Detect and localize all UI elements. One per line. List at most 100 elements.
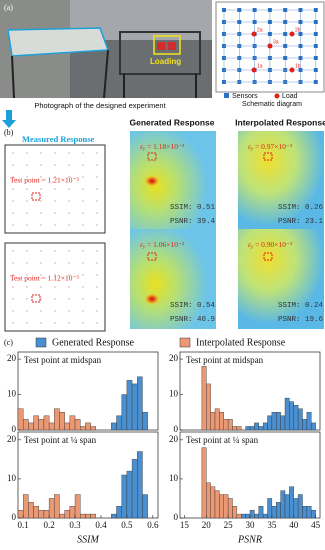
strain-label: εy = 1.18×10⁻³ bbox=[140, 142, 185, 152]
y-tick-label: 20 bbox=[169, 434, 179, 444]
test-point-marker bbox=[31, 192, 41, 201]
histogram-bar bbox=[284, 397, 290, 431]
histogram-bar bbox=[80, 513, 86, 519]
sensor-dot bbox=[82, 250, 84, 252]
x-tick-label: 0.2 bbox=[43, 520, 54, 530]
sensor-dot bbox=[82, 298, 84, 300]
x-tick-label: 0.1 bbox=[18, 520, 29, 530]
sensor bbox=[222, 8, 226, 12]
legend-swatch bbox=[35, 337, 47, 348]
sensor bbox=[298, 68, 303, 72]
interpolated-map bbox=[238, 229, 324, 329]
strain-label: εy = 1.06×10⁻³ bbox=[140, 240, 185, 250]
legend-label: Sensors bbox=[232, 93, 258, 100]
histogram-bar bbox=[210, 486, 216, 519]
sensor-dot bbox=[96, 274, 98, 276]
sensor-dot bbox=[68, 322, 70, 324]
strain-value: = 0.97×10⁻³ bbox=[253, 142, 293, 151]
psnr-label: PSNR: 39.4 bbox=[170, 218, 216, 226]
chart-title: Test point at midspan bbox=[186, 355, 264, 365]
histogram-bar bbox=[249, 426, 255, 431]
sensor bbox=[267, 32, 272, 36]
sensor-dot bbox=[68, 274, 70, 276]
legend-swatch bbox=[179, 337, 191, 348]
sensor bbox=[283, 20, 288, 24]
sensor-dot bbox=[82, 274, 84, 276]
sensor-dot bbox=[26, 224, 28, 226]
strain-subscript: y bbox=[142, 147, 146, 152]
histogram-bar bbox=[219, 494, 224, 519]
histogram-bar bbox=[111, 513, 117, 519]
x-tick-label: 25 bbox=[224, 520, 234, 530]
sensor-dot bbox=[68, 262, 70, 264]
histogram-bar bbox=[276, 502, 281, 519]
histogram-bar bbox=[311, 422, 316, 431]
sensor-dot bbox=[40, 176, 42, 178]
sensor-dot bbox=[12, 152, 14, 154]
histogram-bar bbox=[241, 513, 246, 519]
y-tick-label: 0 bbox=[174, 512, 179, 522]
sensor-dot bbox=[12, 188, 14, 190]
histogram-bar bbox=[137, 376, 143, 431]
panel-label: (b) bbox=[4, 128, 14, 137]
column-header: Generated Response bbox=[129, 117, 214, 127]
x-tick-label: 40 bbox=[289, 520, 299, 530]
histogram-bar bbox=[206, 383, 211, 431]
histogram-bar bbox=[121, 394, 128, 431]
histogram-bar bbox=[236, 513, 242, 519]
histogram-bar bbox=[302, 419, 308, 431]
histogram-bar bbox=[306, 412, 312, 431]
sensor-dot bbox=[68, 250, 70, 252]
histogram-bar bbox=[284, 494, 290, 519]
histogram-bar bbox=[126, 470, 133, 519]
sensor-dot bbox=[82, 322, 84, 324]
x-tick-label: 30 bbox=[246, 520, 256, 530]
sensor bbox=[313, 68, 318, 72]
sensor-dot bbox=[96, 286, 98, 288]
histogram-bar bbox=[297, 408, 303, 431]
histogram-bar bbox=[227, 419, 233, 431]
photo bbox=[0, 0, 212, 99]
legend-label: Interpolated Response bbox=[196, 337, 286, 348]
sensor-dot bbox=[54, 224, 56, 226]
sensor-dot bbox=[82, 152, 84, 154]
sensor-dot bbox=[12, 200, 14, 202]
sensor-dot bbox=[82, 200, 84, 202]
sensor bbox=[283, 44, 288, 48]
sensor-dot bbox=[12, 298, 14, 300]
strain-subscript: y bbox=[250, 245, 254, 250]
sensor-dot bbox=[40, 322, 42, 324]
sensor-dot bbox=[54, 176, 56, 178]
strain-symbol: ε bbox=[248, 240, 251, 249]
histogram-bar bbox=[43, 509, 50, 519]
sensor bbox=[283, 8, 288, 12]
point-label: 1a bbox=[257, 63, 263, 69]
interpolated-map bbox=[238, 131, 324, 231]
caption: Photograph of the designed experiment bbox=[34, 101, 166, 110]
histogram-bar bbox=[116, 506, 122, 519]
histogram-bar bbox=[311, 509, 316, 519]
histogram-bar bbox=[219, 412, 224, 431]
column-header: Interpolated Response bbox=[235, 117, 325, 127]
sensor-dot bbox=[12, 176, 14, 178]
strain-label: εy = 0.90×10⁻³ bbox=[248, 240, 293, 250]
histogram-bar bbox=[271, 412, 277, 431]
strain-subscript: y bbox=[250, 147, 254, 152]
strain-value: = 1.18×10⁻³ bbox=[145, 142, 185, 151]
histogram-bar bbox=[206, 482, 211, 519]
histogram-bar bbox=[280, 415, 286, 431]
histogram-bar bbox=[43, 415, 50, 431]
histogram-bar bbox=[249, 509, 255, 519]
sensor-dot bbox=[40, 262, 42, 264]
histogram-bar bbox=[54, 494, 60, 519]
ssim-label: SSIM: 0.26 bbox=[278, 204, 324, 212]
sensor-dot bbox=[68, 176, 70, 178]
sensor-dot bbox=[12, 274, 14, 276]
sensor-dot bbox=[96, 164, 98, 166]
sensor bbox=[313, 56, 318, 60]
sensor-dot bbox=[68, 188, 70, 190]
sensor-dot bbox=[82, 176, 84, 178]
test-point-label: Test point = 1.12×10⁻³ bbox=[10, 274, 79, 283]
test-point-marker bbox=[263, 252, 273, 261]
sensor-dot bbox=[26, 188, 28, 190]
